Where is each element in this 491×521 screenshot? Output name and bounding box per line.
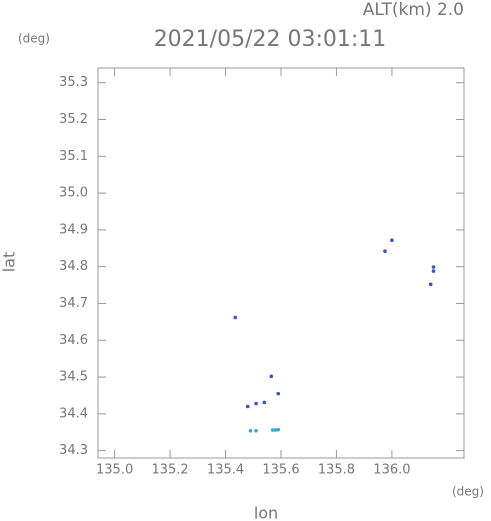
point <box>254 428 258 433</box>
y-tick-label: 35.1 <box>59 149 88 164</box>
point <box>428 282 433 287</box>
y-tick-label: 34.4 <box>59 406 88 421</box>
x-tick-label: 135.2 <box>151 463 188 478</box>
point <box>245 404 250 409</box>
x-tick-label: 135.6 <box>262 463 299 478</box>
point <box>273 428 278 432</box>
x-tick-label: 135.8 <box>318 463 355 478</box>
point <box>276 391 281 396</box>
point <box>431 265 436 269</box>
point <box>233 315 238 320</box>
x-unit: (deg) <box>452 485 484 499</box>
plot-frame <box>97 67 465 459</box>
point <box>269 374 274 379</box>
x-tick-label: 135.0 <box>96 463 133 478</box>
chart-title: 2021/05/22 03:01:11 <box>154 27 387 52</box>
y-tick-label: 34.9 <box>59 222 88 237</box>
y-tick-label: 35.0 <box>59 186 88 201</box>
y-tick-label: 34.6 <box>59 333 88 348</box>
y-tick-label: 35.3 <box>59 75 88 90</box>
point <box>248 428 253 433</box>
y-axis-label: lat <box>0 252 19 273</box>
point <box>431 269 436 273</box>
y-tick-label: 34.8 <box>59 259 88 274</box>
y-unit: (deg) <box>18 32 50 46</box>
point <box>254 401 258 406</box>
point <box>262 400 267 405</box>
y-tick-label: 34.5 <box>59 370 88 385</box>
x-tick-label: 135.4 <box>207 463 244 478</box>
y-tick-label: 35.2 <box>59 112 88 127</box>
point <box>390 238 394 242</box>
x-axis-label: lon <box>254 504 278 521</box>
point <box>270 428 275 432</box>
point <box>276 427 281 432</box>
x-tick-label: 136.0 <box>373 463 410 478</box>
y-tick-label: 34.7 <box>59 296 88 311</box>
point <box>383 249 387 254</box>
y-tick-label: 34.3 <box>59 443 88 458</box>
annotation: ALT(km) 2.0 <box>363 0 464 20</box>
